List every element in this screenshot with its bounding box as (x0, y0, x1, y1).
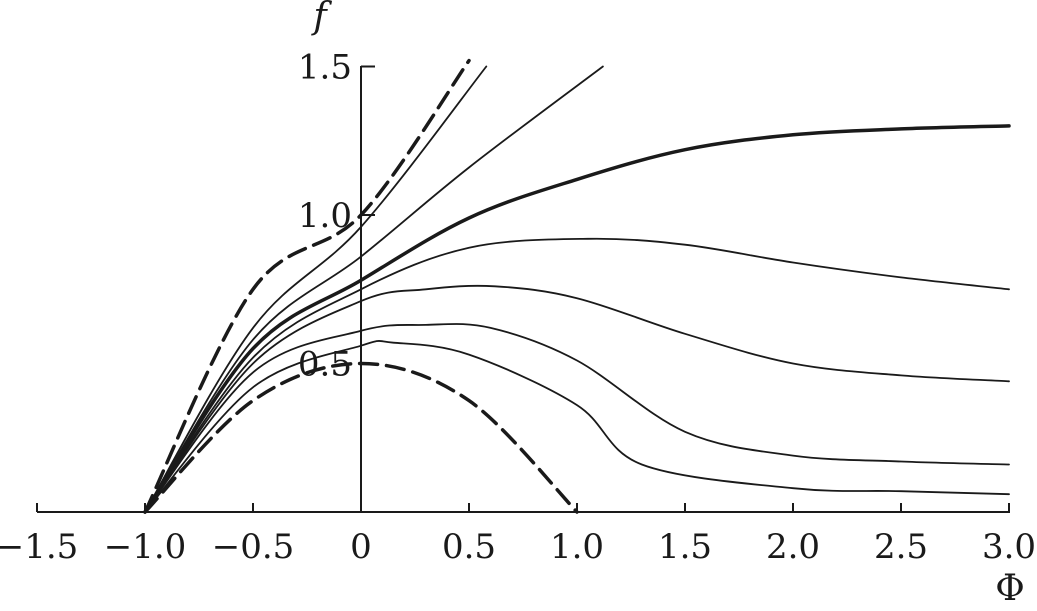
series-layer (143, 58, 1011, 514)
series-line-2 (144, 65, 488, 513)
x-tick-label: −0.5 (212, 527, 295, 567)
axes-layer (37, 66, 1010, 513)
series-line-1 (143, 58, 471, 514)
y-tick-label: 1.5 (298, 48, 352, 88)
x-tick-label: 1.5 (658, 527, 712, 567)
series-line-7 (144, 323, 1010, 513)
series-line-5 (144, 237, 1010, 513)
x-tick-label: −1.0 (104, 527, 187, 567)
y-axis-title: f (310, 0, 332, 37)
ticks-layer: −1.5 −1.0 −0.5 0 0.5 1.0 1.5 2.0 2.5 3.0 0.5 1.0 1.5 (0, 48, 1036, 568)
x-tick-label: 0 (350, 527, 372, 567)
y-tick-label: 0.5 (298, 345, 352, 385)
series-line-8 (144, 339, 1010, 513)
x-tick-label: 3.0 (982, 527, 1036, 567)
series-line-4 (143, 124, 1011, 514)
x-axis-title: Φ (995, 568, 1025, 609)
series-line-6 (144, 284, 1010, 513)
x-tick-label: 1.0 (550, 527, 604, 567)
y-tick-label: 1.0 (298, 196, 352, 236)
x-tick-label: 2.5 (874, 527, 928, 567)
x-tick-label: 2.0 (766, 527, 820, 567)
x-tick-label: 0.5 (442, 527, 496, 567)
x-tick-label: −1.5 (0, 527, 78, 567)
